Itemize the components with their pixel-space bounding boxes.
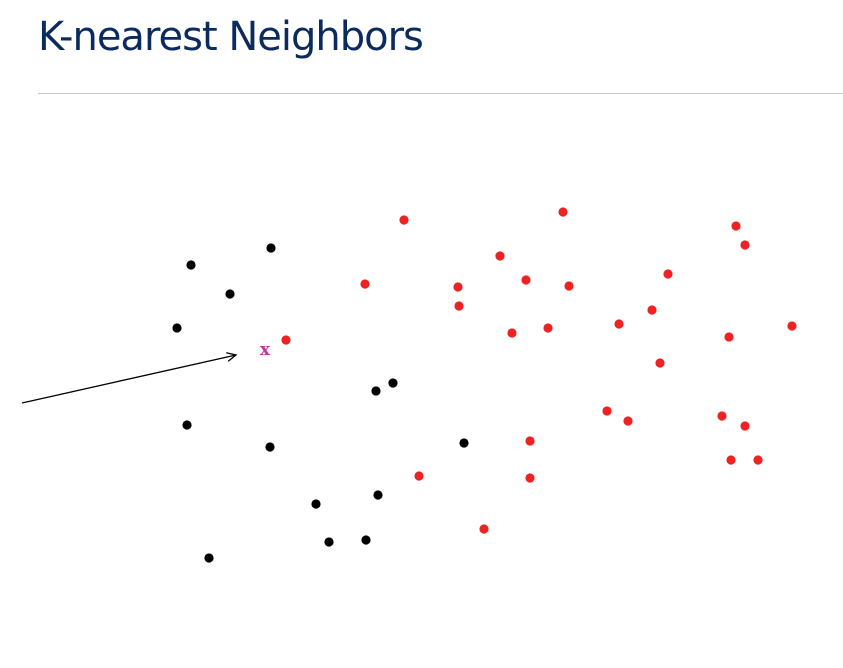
black-point-10	[373, 490, 383, 500]
red-point-15	[507, 328, 517, 338]
black-point-12	[324, 537, 334, 547]
red-point-28	[753, 455, 763, 465]
red-point-24	[525, 436, 535, 446]
query-point-label: x	[260, 340, 271, 360]
black-point-5	[182, 420, 192, 430]
red-point-3	[731, 221, 741, 231]
arrow-layer	[21, 352, 238, 404]
red-point-27	[726, 455, 736, 465]
red-point-12	[647, 305, 657, 315]
slide-title: K-nearest Neighbors	[38, 14, 424, 60]
black-point-1	[186, 260, 196, 270]
red-point-29	[479, 524, 489, 534]
red-point-25	[414, 471, 424, 481]
red-point-22	[717, 411, 727, 421]
black-point-4	[172, 323, 182, 333]
black-point-14	[204, 553, 214, 563]
red-point-23	[740, 421, 750, 431]
red-point-18	[787, 321, 797, 331]
red-point-8	[454, 301, 464, 311]
red-point-4	[740, 240, 750, 250]
red-point-19	[655, 358, 665, 368]
red-point-20	[602, 406, 612, 416]
red-point-10	[564, 281, 574, 291]
black-point-7	[371, 386, 381, 396]
title-divider	[38, 93, 843, 94]
black-point-8	[388, 378, 398, 388]
red-point-16	[281, 335, 291, 345]
pointer-arrowhead-icon	[226, 352, 238, 362]
red-point-21	[623, 416, 633, 426]
red-point-26	[525, 473, 535, 483]
red-point-2	[558, 207, 568, 217]
red-point-5	[495, 251, 505, 261]
black-point-3	[225, 289, 235, 299]
red-point-9	[521, 275, 531, 285]
red-point-14	[543, 323, 553, 333]
red-point-13	[614, 319, 624, 329]
red-point-1	[399, 215, 409, 225]
black-point-2	[266, 243, 276, 253]
red-point-11	[663, 269, 673, 279]
red-point-7	[453, 282, 463, 292]
black-point-11	[311, 499, 321, 509]
points-layer	[172, 207, 797, 563]
pointer-arrow-line	[21, 354, 237, 404]
black-point-6	[265, 442, 275, 452]
black-point-9	[459, 438, 469, 448]
red-point-6	[360, 279, 370, 289]
red-point-17	[724, 332, 734, 342]
black-point-13	[361, 535, 371, 545]
